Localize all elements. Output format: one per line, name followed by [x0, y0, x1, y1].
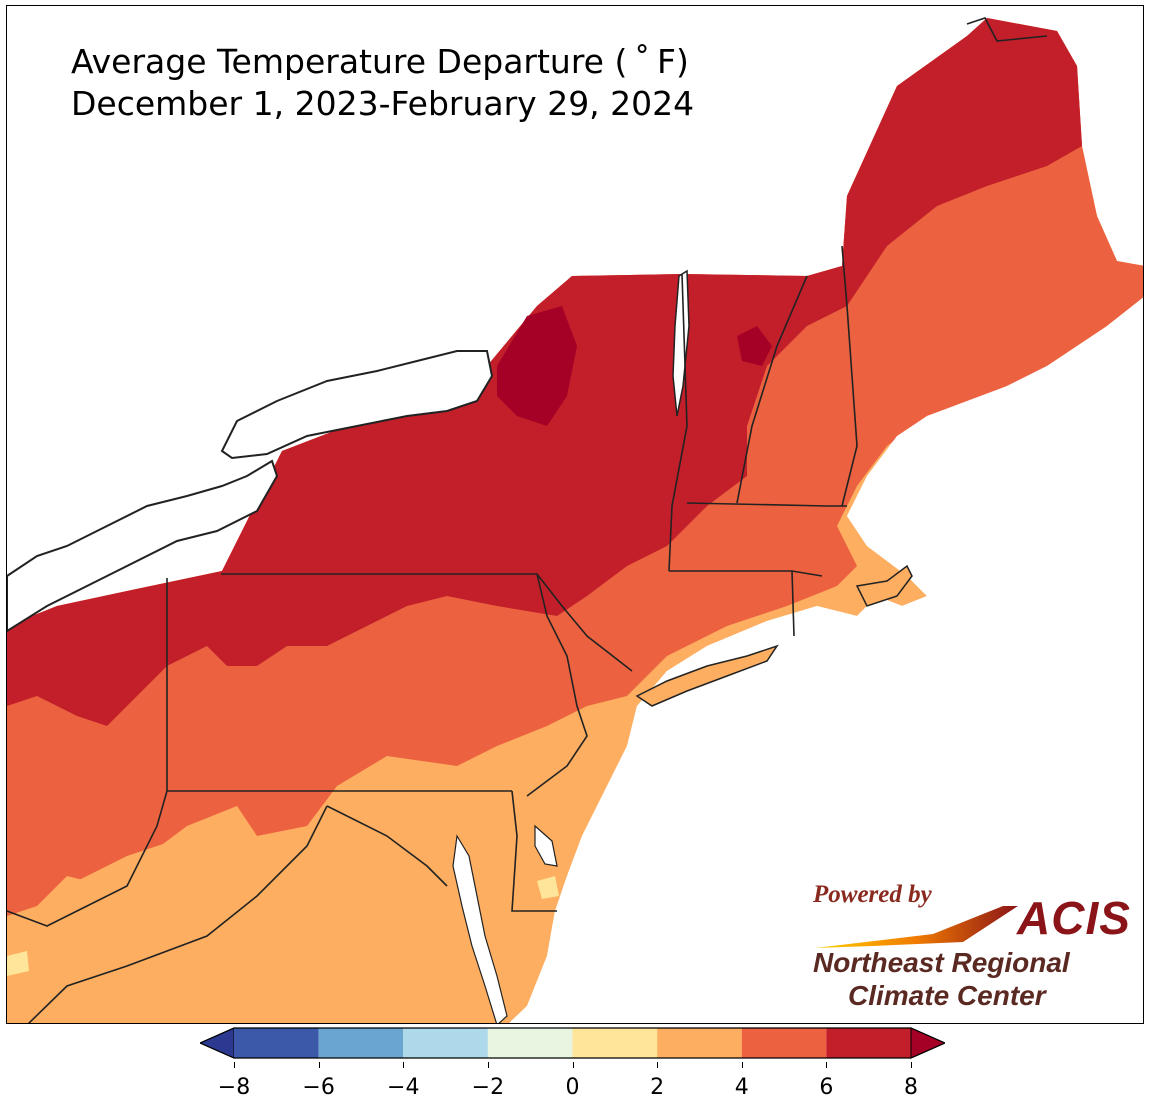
legend-outline [200, 1027, 945, 1059]
me-canada-border [966, 17, 1048, 42]
ct-ri-border [791, 570, 795, 637]
ny-pa-border [221, 573, 633, 672]
cape-cod [855, 564, 913, 607]
lake-ontario [220, 350, 494, 460]
delaware-bay [534, 824, 558, 867]
legend-tick-mark [741, 1062, 743, 1068]
low-pocket-de [537, 876, 559, 899]
legend-tick-label: 6 [819, 1075, 834, 1100]
nrcc-name-line1: Northeast Regional [813, 947, 1070, 978]
map-title: Average Temperature Departure ( ˚ F) [71, 42, 689, 81]
legend-tick-mark [657, 1062, 659, 1068]
legend-tick-label: 4 [734, 1075, 749, 1100]
ny-vt-border [668, 273, 688, 572]
legend-tick-label: −6 [302, 1075, 335, 1100]
acis-swoosh-logo [815, 906, 1018, 948]
vt-nh-border [736, 275, 808, 504]
legend-tick-mark [911, 1062, 912, 1068]
map-frame: Average Temperature Departure ( ˚ F) Dec… [6, 5, 1144, 1024]
map-date-range: December 1, 2023-February 29, 2024 [71, 84, 695, 123]
acis-wordmark: ACIS [1017, 892, 1131, 944]
ma-north-border [686, 502, 847, 507]
legend-bin [318, 1028, 404, 1058]
wv-border [7, 790, 168, 927]
temperature-departure-map [7, 17, 1143, 1023]
legend-bin [741, 1028, 827, 1058]
legend-bin [657, 1028, 742, 1058]
extreme-departure-zone-vt [737, 326, 772, 366]
legend-bin [826, 1028, 911, 1058]
color-legend-bar [200, 1027, 945, 1059]
legend-bin [403, 1028, 488, 1058]
va-border [27, 805, 328, 1023]
lake-champlain [672, 269, 690, 417]
legend-bin [572, 1028, 658, 1058]
legend-tick-label: 0 [565, 1075, 580, 1100]
legend-tick-label: −4 [387, 1075, 420, 1100]
legend-tick-label: −8 [217, 1075, 251, 1100]
lake-erie [7, 459, 279, 633]
legend-over-arrow [910, 1027, 945, 1059]
atlantic-ocean [509, 297, 1143, 1023]
nrcc-name-line2: Climate Center [848, 980, 1046, 1011]
legend-tick-mark [826, 1062, 828, 1068]
legend-tick-mark [403, 1062, 405, 1068]
legend-tick-mark [318, 1062, 320, 1068]
legend-under-arrow [200, 1027, 235, 1059]
long-island [635, 644, 779, 707]
moderate-pocket-south [37, 806, 527, 1023]
legend-bin [234, 1028, 319, 1058]
de-border [511, 790, 557, 912]
legend-tick-mark [234, 1062, 235, 1068]
chesapeake-bay [452, 834, 508, 1023]
legend-tick-label: −2 [471, 1075, 505, 1100]
powered-by-label: Powered by [813, 881, 932, 908]
md-va-border [326, 805, 448, 887]
legend-tick-label: 2 [650, 1075, 665, 1100]
legend-tick-mark [572, 1062, 574, 1068]
pa-nj-border [526, 573, 588, 797]
legend-tick-mark [487, 1062, 489, 1068]
state-borders [7, 17, 1048, 1023]
legend-bin [487, 1028, 573, 1058]
extreme-departure-zone [497, 306, 577, 426]
nh-me-border [841, 245, 858, 507]
legend-tick-label: 8 [904, 1075, 918, 1100]
low-pocket-sw [7, 951, 29, 976]
